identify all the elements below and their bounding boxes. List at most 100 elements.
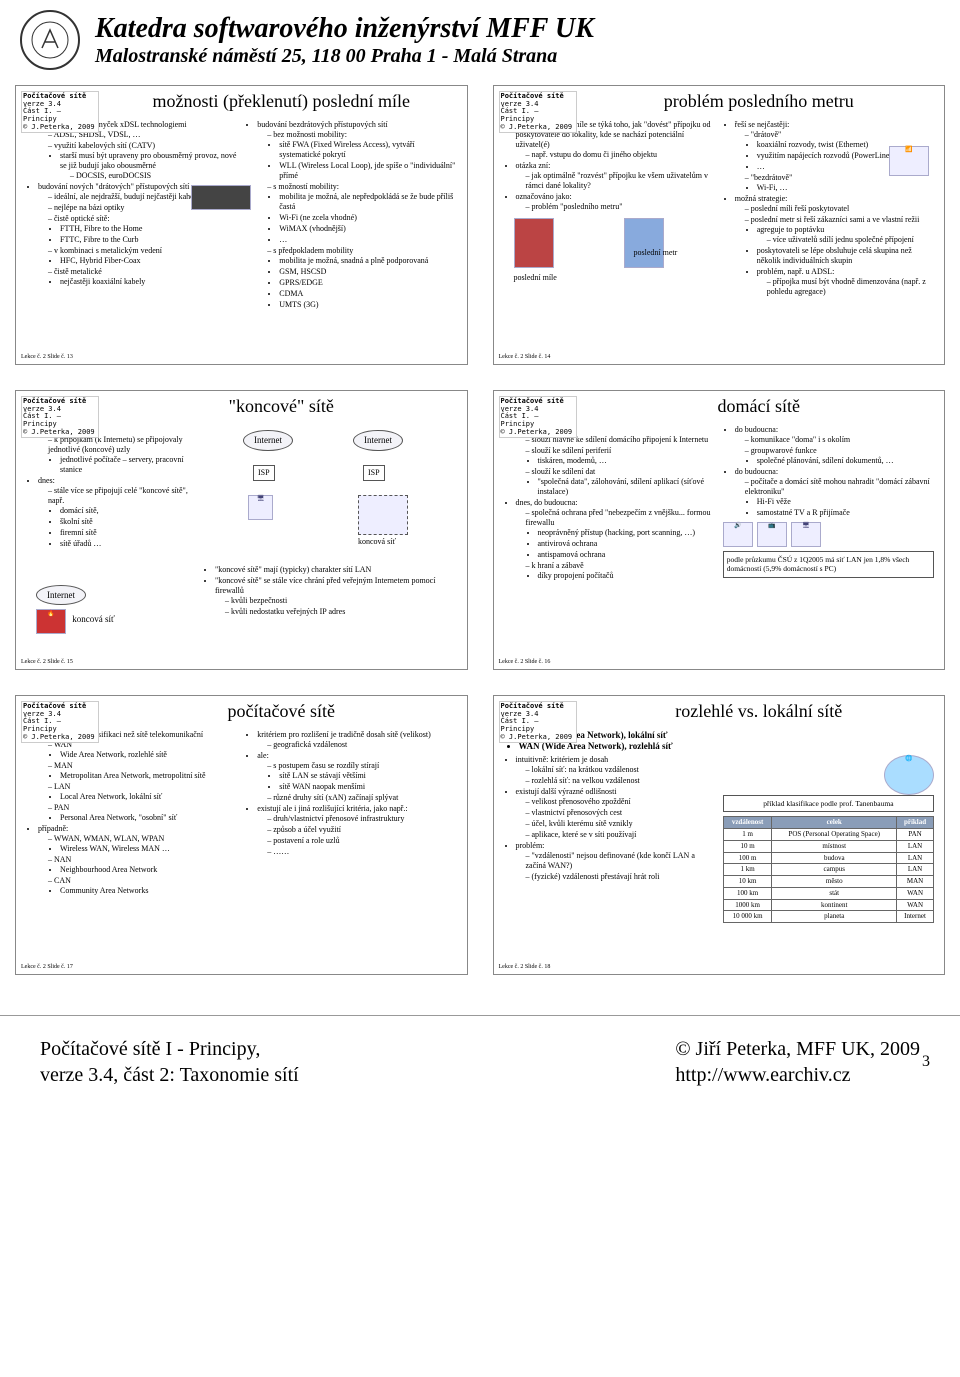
list-item: …	[279, 235, 456, 245]
table-row: 1 kmcampusLAN	[723, 864, 933, 876]
list-item: antispamová ochrana	[538, 550, 715, 560]
list-item: Neighbourhood Area Network	[60, 865, 237, 875]
slide-15: Počítačové sítě verze 3.4 Část I. – Prin…	[15, 390, 468, 670]
header-title: Katedra softwarového inženýrství MFF UK	[95, 13, 594, 45]
slide-meta: Počítačové sítě verze 3.4 Část I. – Prin…	[21, 91, 99, 133]
list-item: otázka zní:jak optimálně "rozvést" přípo…	[516, 161, 715, 191]
list-item: existují další výrazné odlišnostivelikos…	[516, 787, 715, 840]
internet-cloud: Internet	[243, 430, 293, 451]
col-left: intuitivně: kritériem je dosahlokální sí…	[504, 755, 715, 923]
slide-footer: Lekce č. 2 Slide č. 18	[499, 964, 551, 970]
header-subtitle: Malostranské náměstí 25, 118 00 Praha 1 …	[95, 45, 594, 68]
list-item: více uživatelů sdílí jednu společné příp…	[767, 235, 934, 245]
table-caption: příklad klasifikace podle prof. Tanenbau…	[723, 795, 934, 812]
list-item: ……	[267, 847, 456, 857]
list-item: čistě metalickénejčastěji koaxiální kabe…	[48, 267, 237, 287]
footer-left-l1: Počítačové sítě I - Principy,	[40, 1036, 299, 1062]
footer-right-l1: © Jiří Peterka, MFF UK, 2009	[675, 1036, 920, 1062]
list-item: tiskáren, modemů, …	[538, 456, 715, 466]
list-item: UMTS (3G)	[279, 300, 456, 310]
list-item: groupwarové funkcespolečné plánování, sd…	[745, 446, 934, 466]
list-item: Community Area Networks	[60, 886, 237, 896]
col-right: 🌐 příklad klasifikace podle prof. Tanenb…	[723, 755, 934, 923]
slide-meta: Počítačové sítě verze 3.4 Část I. – Prin…	[499, 701, 577, 743]
slide-footer: Lekce č. 2 Slide č. 16	[499, 659, 551, 665]
list-item: lokální síť: na krátkou vzdálenost	[526, 765, 715, 775]
table-row: 100 mbudovaLAN	[723, 852, 933, 864]
slide-meta: Počítačové sítě verze 3.4 Část I. – Prin…	[499, 91, 577, 133]
list-item: NANNeighbourhood Area Network	[48, 855, 237, 875]
list-item: antivirová ochrana	[538, 539, 715, 549]
table-row: 100 kmstátWAN	[723, 887, 933, 899]
list-item: sítě úřadů …	[60, 539, 195, 549]
internet-cloud: Internet	[36, 585, 86, 605]
slide-meta: Počítačové sítě verze 3.4 Část I. – Prin…	[21, 396, 99, 438]
list-item: jednotlivé počítače – servery, pracovní …	[60, 455, 195, 475]
label-last-meter: poslední metr	[634, 248, 678, 258]
list-item: společné plánování, sdílení dokumentů, …	[757, 456, 934, 466]
list-item: sítě WAN naopak menšími	[279, 782, 456, 792]
list-item: MANMetropolitan Area Network, metropolit…	[48, 761, 237, 781]
isp-box: ISP	[253, 465, 275, 481]
internet-cloud: Internet	[353, 430, 403, 451]
page-header: Katedra softwarového inženýrství MFF UK …	[0, 0, 960, 75]
list-item: budování bezdrátových přístupových sítíb…	[257, 120, 456, 310]
col-right: Internet Internet ISP ISP 🖥 koncová síť …	[203, 425, 457, 618]
list-item: školní sítě	[60, 517, 195, 527]
list-item: Hi-Fi věže	[757, 497, 934, 507]
slide-meta: Počítačové sítě verze 3.4 Část I. – Prin…	[499, 396, 577, 438]
hifi-icon: 🔊	[723, 522, 753, 547]
slide-16: Počítačové sítě verze 3.4 Část I. – Prin…	[493, 390, 946, 670]
list-item: stále více se připojují celé "koncové sí…	[48, 486, 195, 549]
isp-box: ISP	[363, 465, 385, 481]
list-item: slouží ke sdílení dat"společná data", zá…	[526, 467, 715, 497]
pc-icon: 🖥	[248, 495, 273, 520]
list-item: "bezdrátově"Wi-Fi, …	[745, 173, 934, 193]
list-item: účel, kvůli kterému sítě vznikly	[526, 819, 715, 829]
building-icon	[624, 218, 664, 268]
list-item: LANLocal Area Network, lokální síť	[48, 782, 237, 802]
list-item: PANPersonal Area Network, "osobní" síť	[48, 803, 237, 823]
list-item: Metropolitan Area Network, metropolitní …	[60, 771, 237, 781]
page-number: 3	[922, 1053, 930, 1070]
list-item: existují ale i jiná rozlišující kritéria…	[257, 804, 456, 857]
list-item: samostatné TV a R přijímače	[757, 508, 934, 518]
list-item: firemní sítě	[60, 528, 195, 538]
list-item: intuitivně: kritériem je dosahlokální sí…	[516, 755, 715, 786]
slide-footer: Lekce č. 2 Slide č. 14	[499, 354, 551, 360]
building-icon	[514, 218, 554, 268]
table-row: 10 000 kmplanetaInternet	[723, 911, 933, 923]
list-item: díky propojení počítačů	[538, 571, 715, 581]
device-icons: 🔊 📺 🖥	[723, 522, 934, 547]
list-item: domácí sítě,	[60, 506, 195, 516]
list-item: DOCSIS, euroDOCSIS	[70, 171, 237, 181]
list-item: Wi-Fi, …	[757, 183, 934, 193]
label-last-mile: poslední míle	[514, 273, 557, 283]
slide-footer: Lekce č. 2 Slide č. 13	[21, 354, 73, 360]
monitor-icon: 🖥	[791, 522, 821, 547]
list-item: starší musí být upraveny pro obousměrný …	[60, 151, 237, 181]
col-right: budování bezdrátových přístupových sítíb…	[245, 120, 456, 311]
list-item: mobilita je možná, snadná a plně podporo…	[279, 256, 456, 266]
list-item: k hraní a zábavědíky propojení počítačů	[526, 561, 715, 581]
slide-footer: Lekce č. 2 Slide č. 17	[21, 964, 73, 970]
list-item: FTTC, Fibre to the Curb	[60, 235, 237, 245]
label-konc: koncová síť	[72, 614, 115, 624]
list-item: komunikace "doma" i s okolím	[745, 435, 934, 445]
list-item: WLL (Wireless Local Loop), jde spíše o "…	[279, 161, 456, 181]
table-row: 10 kmměstoMAN	[723, 876, 933, 888]
bridge-icon	[191, 185, 251, 210]
tv-icon: 📺	[757, 522, 787, 547]
list-item: s postupem času se rozdíly stírajísítě L…	[267, 761, 456, 792]
list-item: GSM, HSCSD	[279, 267, 456, 277]
list-item: poslední metr si řeší zákazníci sami a v…	[745, 215, 934, 297]
list-item: různé druhy sítí (xAN) začínají splývat	[267, 793, 456, 803]
list-item: GPRS/EDGE	[279, 278, 456, 288]
list-item: druh/vlastnictví přenosové infrastruktur…	[267, 814, 456, 824]
distance-table: vzdálenost celek příklad 1 mPOS (Persona…	[723, 816, 934, 923]
list-item: do budoucna:počítače a domácí sítě mohou…	[735, 467, 934, 518]
firewall-icon: 🔥	[36, 609, 66, 634]
footer-left-l2: verze 3.4, část 2: Taxonomie sítí	[40, 1062, 299, 1088]
list-item: používají jinou klasifikaci než sítě tel…	[38, 730, 237, 823]
list-item: "koncové sítě" se stále více chrání před…	[215, 576, 457, 617]
